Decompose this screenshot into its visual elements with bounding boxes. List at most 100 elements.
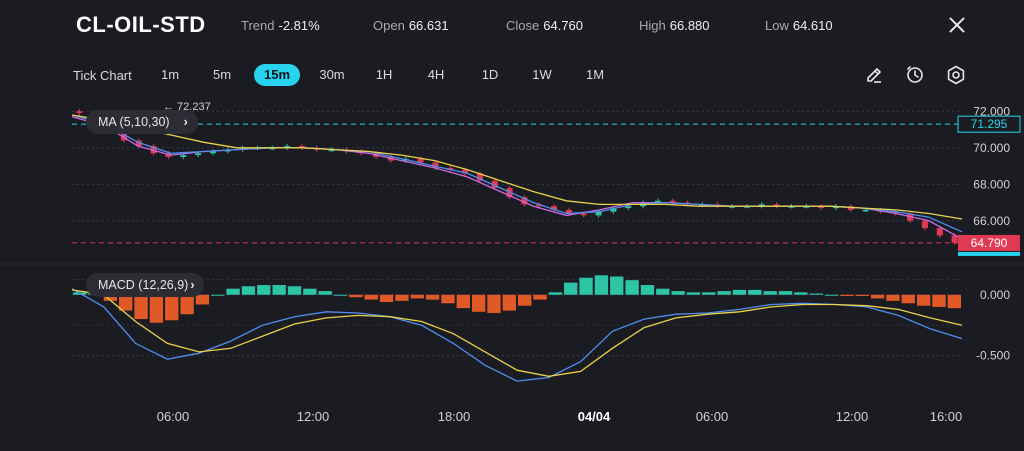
open-stat: Open 66.631	[373, 18, 449, 33]
candle-body	[269, 147, 276, 150]
last-price-underline	[958, 251, 1020, 256]
grid-lines	[0, 110, 1024, 357]
tick-chart-button[interactable]: Tick Chart	[73, 68, 132, 83]
candle-body	[328, 149, 335, 152]
timeframe-15m[interactable]: 15m	[254, 64, 300, 86]
settings-icon[interactable]	[945, 64, 967, 86]
candle-body	[150, 145, 157, 154]
price-tick-label: 72.000	[973, 104, 1010, 118]
macd-histogram-bar	[119, 294, 133, 311]
macd-histogram-bar	[548, 292, 563, 295]
ma-line-ma30	[71, 114, 963, 220]
close-icon[interactable]	[946, 14, 968, 36]
macd-histogram-bar	[272, 285, 286, 295]
timeframe-4h[interactable]: 4H	[427, 67, 445, 82]
macd-histogram-bar	[686, 292, 701, 295]
candle-body	[654, 200, 661, 203]
candlesticks	[76, 109, 958, 245]
header-bar: CL-OIL-STD Trend -2.81% Open 66.631 Close 6…	[0, 0, 1024, 52]
ma-indicator-pill[interactable]: MA (5,10,30) ›	[86, 110, 198, 134]
candle-body	[76, 111, 83, 114]
candle-body	[595, 211, 602, 216]
macd-histogram-bar	[318, 291, 332, 295]
macd-histogram-bar	[379, 294, 394, 303]
candle-body	[521, 197, 528, 205]
macd-histogram-bar	[287, 286, 302, 295]
timeframe-1mo[interactable]: 1M	[585, 67, 605, 82]
macd-histogram-bar	[732, 289, 747, 295]
macd-histogram-bar	[395, 294, 409, 301]
candle-body	[951, 235, 958, 243]
timeframe-toolbar: Tick Chart 1m 5m 15m 30m 1H 4H 1D 1W 1M	[0, 60, 1024, 90]
candle-body	[788, 206, 795, 208]
macd-histogram-bar	[333, 294, 348, 296]
macd-line-signal	[71, 289, 963, 377]
chevron-right-icon: ›	[190, 278, 195, 292]
candle-body	[536, 204, 543, 207]
macd-histogram-bar	[533, 294, 547, 300]
macd-histogram-bar	[778, 291, 793, 295]
low-stat: Low 64.610	[765, 18, 833, 33]
candle-body	[432, 162, 439, 168]
candle-body	[209, 151, 216, 154]
macd-histogram-bar	[748, 289, 762, 295]
ma-line-ma10	[71, 114, 963, 233]
macd-histogram-bar	[947, 294, 961, 309]
trend-stat: Trend -2.81%	[241, 18, 320, 33]
pencil-icon[interactable]	[863, 64, 885, 86]
last-price-label: 64.790	[971, 236, 1008, 250]
time-tick-label: 12:00	[297, 409, 330, 424]
trend-value: -2.81%	[278, 18, 320, 33]
candle-body	[610, 208, 617, 212]
macd-histogram-bar	[916, 294, 931, 306]
candle-body	[462, 169, 469, 174]
macd-lines	[71, 288, 963, 382]
time-tick-label: 12:00	[836, 409, 869, 424]
reference-price-tag	[957, 115, 1021, 133]
time-tick-label: 06:00	[696, 409, 729, 424]
candle-body	[298, 145, 305, 148]
low-label: Low	[765, 18, 789, 33]
candle-body	[491, 180, 498, 188]
macd-histogram-bar	[840, 294, 854, 296]
macd-indicator-pill[interactable]: MACD (12,26,9) ›	[86, 273, 205, 297]
candle-body	[773, 204, 780, 207]
macd-histogram-bar	[226, 288, 240, 295]
macd-indicator-label: MACD (12,26,9)	[98, 278, 189, 292]
macd-histogram-bar	[794, 292, 808, 295]
macd-histogram-bar	[349, 294, 363, 298]
candle-body	[669, 200, 676, 203]
clock-icon[interactable]	[904, 64, 926, 86]
time-tick-label: 16:00	[930, 409, 963, 424]
close-value: 64.760	[543, 18, 584, 33]
macd-histogram-bar	[441, 294, 455, 304]
timeframe-1m[interactable]: 1m	[160, 67, 180, 82]
chevron-right-icon: ›	[183, 115, 188, 129]
candle-body	[580, 213, 587, 216]
candle-body	[476, 173, 483, 181]
macd-histogram-bar	[702, 292, 716, 295]
timeframe-1h[interactable]: 1H	[375, 67, 393, 82]
time-tick-label: 04/04	[578, 409, 611, 424]
timeframe-1w[interactable]: 1W	[532, 67, 552, 82]
open-value: 66.631	[408, 18, 449, 33]
candle-body	[758, 204, 765, 207]
macd-histogram-bar	[656, 288, 670, 295]
timeframe-5m[interactable]: 5m	[212, 67, 232, 82]
timeframe-30m[interactable]: 30m	[319, 67, 345, 82]
macd-histogram-bar	[932, 294, 946, 307]
macd-histogram-bar	[518, 294, 532, 306]
macd-histogram-bar	[241, 286, 256, 295]
macd-histogram	[73, 275, 961, 323]
candle-body	[195, 153, 202, 156]
close-stat: Close 64.760	[506, 18, 583, 33]
macd-histogram-bar	[594, 275, 609, 295]
timeframe-1d[interactable]: 1D	[481, 67, 499, 82]
candle-body	[551, 206, 558, 210]
chart-area[interactable]: 72.000 70.000 68.000 66.000 0.000 -0.500 06:00…	[0, 96, 1024, 446]
price-chart[interactable]: 72.000 70.000 68.000 66.000 0.000 -0.500 06:00…	[0, 96, 1024, 446]
ma-indicator-label: MA (5,10,30)	[98, 115, 170, 129]
macd-histogram-bar	[640, 285, 655, 295]
macd-histogram-bar	[471, 294, 486, 312]
